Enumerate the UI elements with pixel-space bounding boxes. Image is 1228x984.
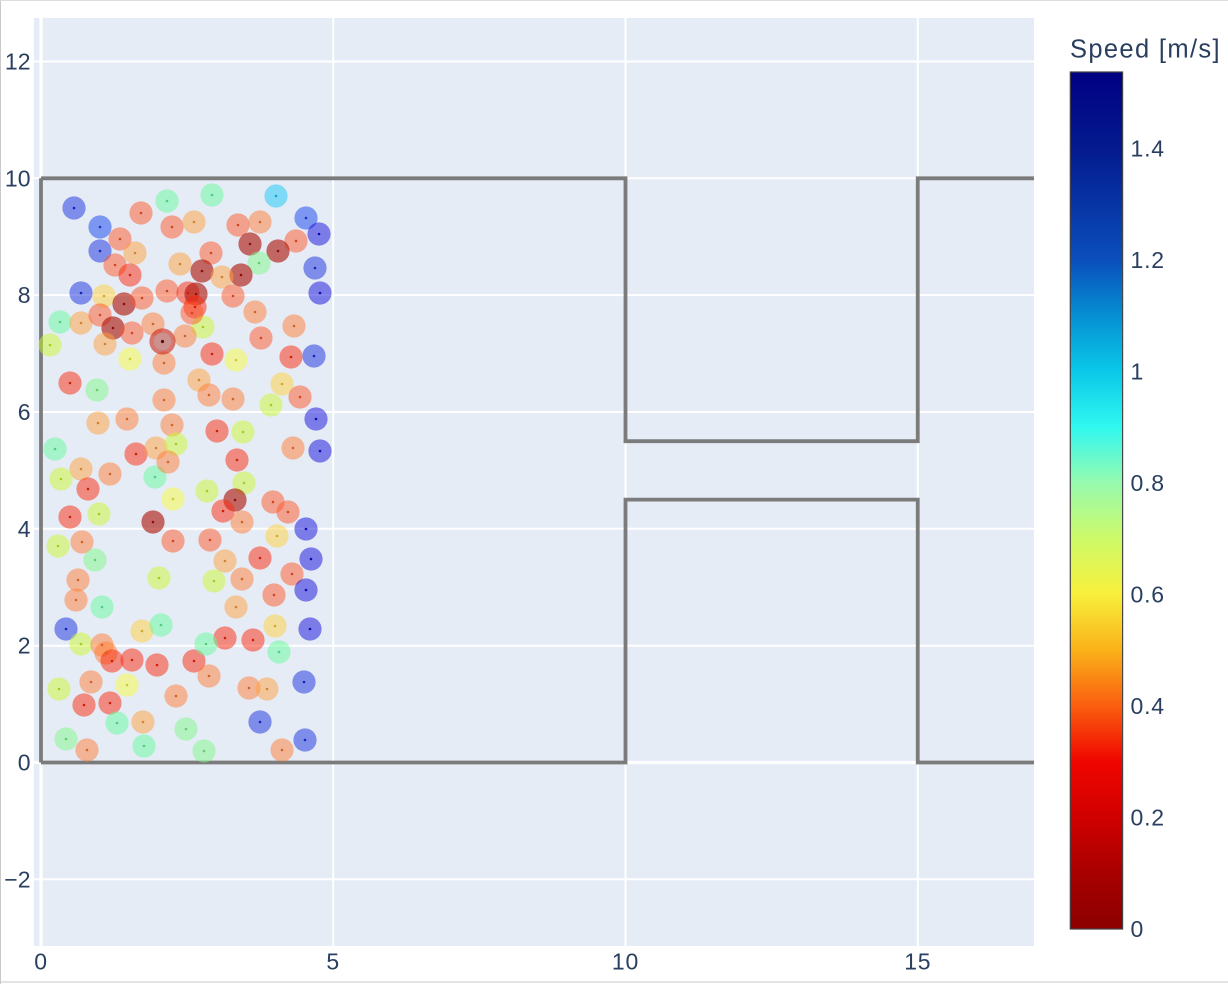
svg-text:−2: −2 xyxy=(4,866,30,892)
svg-text:10: 10 xyxy=(612,949,639,975)
svg-text:1.4: 1.4 xyxy=(1131,136,1165,162)
svg-text:15: 15 xyxy=(904,949,931,975)
svg-text:2: 2 xyxy=(18,633,31,659)
svg-text:0.4: 0.4 xyxy=(1131,693,1165,719)
svg-text:0.2: 0.2 xyxy=(1131,805,1165,831)
svg-text:0.6: 0.6 xyxy=(1131,582,1165,608)
svg-text:0: 0 xyxy=(34,949,48,975)
svg-text:5: 5 xyxy=(326,949,340,975)
svg-text:1: 1 xyxy=(1131,359,1145,385)
svg-text:Speed [m/s]: Speed [m/s] xyxy=(1070,36,1221,64)
svg-text:0: 0 xyxy=(18,750,31,776)
svg-text:6: 6 xyxy=(18,399,31,425)
svg-text:0.8: 0.8 xyxy=(1131,470,1165,496)
svg-text:12: 12 xyxy=(5,49,31,75)
svg-text:1.2: 1.2 xyxy=(1131,247,1165,273)
svg-text:0: 0 xyxy=(1131,916,1145,942)
svg-text:10: 10 xyxy=(5,165,31,191)
svg-text:4: 4 xyxy=(18,516,31,542)
svg-text:8: 8 xyxy=(18,282,31,308)
